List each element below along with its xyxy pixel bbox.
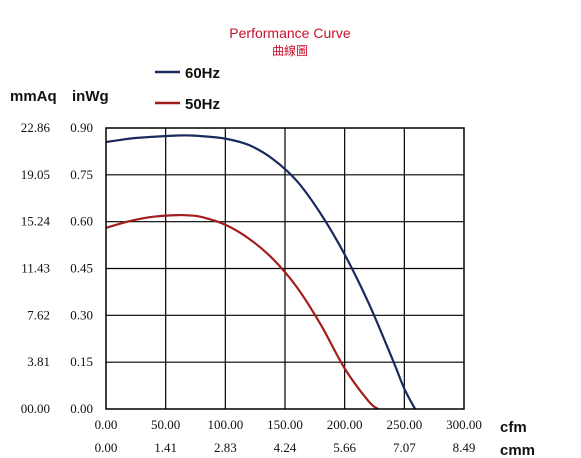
series-line-60hz: [105, 134, 417, 410]
legend-label-50hz: 50Hz: [185, 96, 220, 113]
chart-title: Performance Curve: [229, 25, 351, 41]
y-tick-label-right: 0.30: [70, 307, 93, 322]
x-tick-label-cmm: 1.41: [154, 440, 177, 455]
y-tick-label-left: 3.81: [27, 354, 50, 369]
x-tick-label-cfm: 50.00: [151, 417, 180, 432]
series-line-50hz: [105, 213, 379, 410]
y-tick-label-right: 0.00: [70, 401, 93, 416]
x-tick-label-cmm: 4.24: [274, 440, 297, 455]
y-tick-label-left: 22.86: [21, 120, 51, 135]
grid: [106, 128, 464, 409]
legend-label-60hz: 60Hz: [185, 65, 220, 82]
x-tick-label-cmm: 5.66: [333, 440, 356, 455]
y-tick-label-right: 0.60: [70, 214, 93, 229]
x-unit-primary: cfm: [500, 419, 527, 436]
x-tick-label-cmm: 8.49: [453, 440, 476, 455]
y-tick-label-right: 0.45: [70, 261, 93, 276]
x-tick-label-cfm: 250.00: [386, 417, 422, 432]
y-unit-left: mmAq: [10, 88, 57, 105]
x-tick-label-cfm: 0.00: [95, 417, 118, 432]
plot-area-frame: [105, 127, 465, 410]
y-unit-right: inWg: [72, 88, 109, 105]
x-tick-label-cmm: 0.00: [95, 440, 118, 455]
y-tick-label-left: 19.05: [21, 167, 50, 182]
tick-labels: 00.00 3.81 7.62 11.43 15.24 19.05 22.86 0.00 0.1…: [21, 120, 482, 455]
x-tick-label-cfm: 150.00: [267, 417, 303, 432]
x-tick-label-cfm: 300.00: [446, 417, 482, 432]
y-tick-label-right: 0.75: [70, 167, 93, 182]
x-tick-label-cmm: 2.83: [214, 440, 237, 455]
y-tick-label-left: 11.43: [21, 261, 50, 276]
y-tick-label-left: 7.62: [27, 307, 50, 322]
x-tick-label-cfm: 200.00: [327, 417, 363, 432]
series-lines: [105, 134, 417, 410]
x-tick-label-cmm: 7.07: [393, 440, 416, 455]
y-tick-label-right: 0.90: [70, 120, 93, 135]
x-unit-secondary: cmm: [500, 442, 535, 458]
y-tick-label-left: 15.24: [21, 214, 51, 229]
x-tick-label-cfm: 100.00: [207, 417, 243, 432]
chart-subtitle: 曲線圖: [272, 43, 308, 58]
y-tick-label-left: 00.00: [21, 401, 50, 416]
y-tick-label-right: 0.15: [70, 354, 93, 369]
